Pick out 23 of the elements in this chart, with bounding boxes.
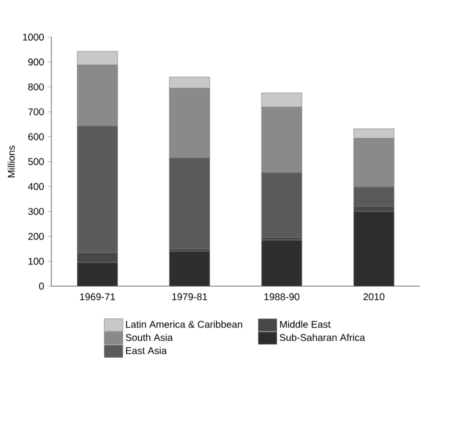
y-tick-label: 1000 bbox=[23, 34, 44, 41]
legend-label: South Asia bbox=[126, 334, 173, 341]
y-tick-label: 400 bbox=[28, 183, 44, 190]
y-tick-label: 900 bbox=[28, 58, 44, 66]
y-tick-label: 700 bbox=[28, 108, 44, 116]
y-tick-label: 0 bbox=[39, 282, 44, 290]
bar bbox=[261, 240, 302, 286]
bar bbox=[169, 251, 210, 286]
y-tick-label: 100 bbox=[28, 258, 44, 265]
x-tick-label: 1969-71 bbox=[80, 293, 115, 300]
x-tick-label: 2010 bbox=[363, 293, 384, 300]
x-tick-label: 1988-90 bbox=[264, 293, 300, 300]
y-tick-label: 500 bbox=[28, 158, 44, 166]
legend-label: Latin America & Caribbean bbox=[126, 320, 242, 328]
y-tick-label: 200 bbox=[28, 232, 44, 240]
y-tick-label: 600 bbox=[28, 133, 44, 140]
y-tick-label: 300 bbox=[28, 208, 44, 215]
y-tick-label: 800 bbox=[28, 83, 44, 90]
legend-label: Sub-Saharan Africa bbox=[280, 334, 366, 341]
x-tick-label: 1979-81 bbox=[172, 293, 208, 300]
legend-label: East Asia bbox=[126, 346, 167, 354]
y-axis-title: Millions bbox=[8, 146, 15, 178]
legend-label: Middle East bbox=[280, 320, 331, 328]
